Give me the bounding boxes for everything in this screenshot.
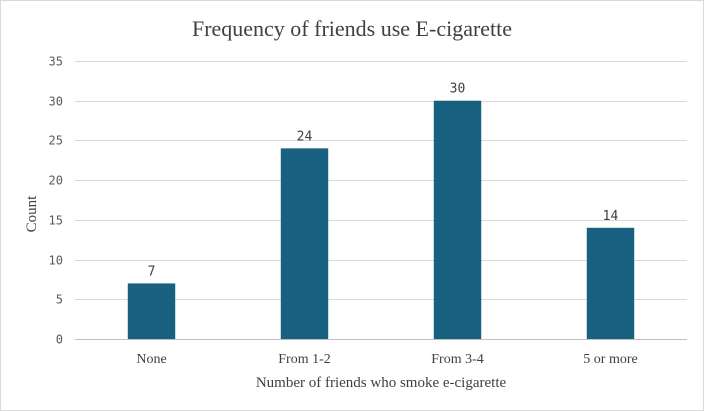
x-tick-label: 5 or more — [583, 352, 637, 367]
y-tick-label: 20 — [49, 174, 63, 188]
plot-area: 0 5 10 15 20 25 30 35 7 None 24 From 1-2 30 From 3-4 1… — [49, 55, 687, 367]
y-axis-title: Count — [24, 195, 40, 233]
data-label: 7 — [148, 264, 156, 279]
y-tick-label: 30 — [49, 95, 63, 109]
y-tick-label: 10 — [49, 254, 63, 268]
chart-title: Frequency of friends use E-cigarette — [192, 16, 512, 41]
bar — [127, 283, 176, 339]
data-label: 30 — [450, 82, 466, 97]
bar — [586, 227, 635, 339]
x-tick-label: From 3-4 — [431, 352, 484, 367]
data-label: 14 — [603, 209, 619, 224]
y-tick-label: 15 — [49, 214, 63, 228]
x-tick-label: None — [136, 352, 166, 367]
x-tick-label: From 1-2 — [278, 352, 331, 367]
bar — [433, 100, 482, 339]
y-tick-label: 25 — [49, 134, 63, 148]
bar — [280, 148, 329, 339]
x-axis-title: Number of friends who smoke e-cigarette — [256, 375, 507, 391]
data-label: 24 — [297, 129, 313, 144]
y-tick-label: 5 — [56, 293, 63, 307]
y-tick-label: 0 — [56, 333, 63, 347]
y-tick-label: 35 — [49, 55, 63, 69]
